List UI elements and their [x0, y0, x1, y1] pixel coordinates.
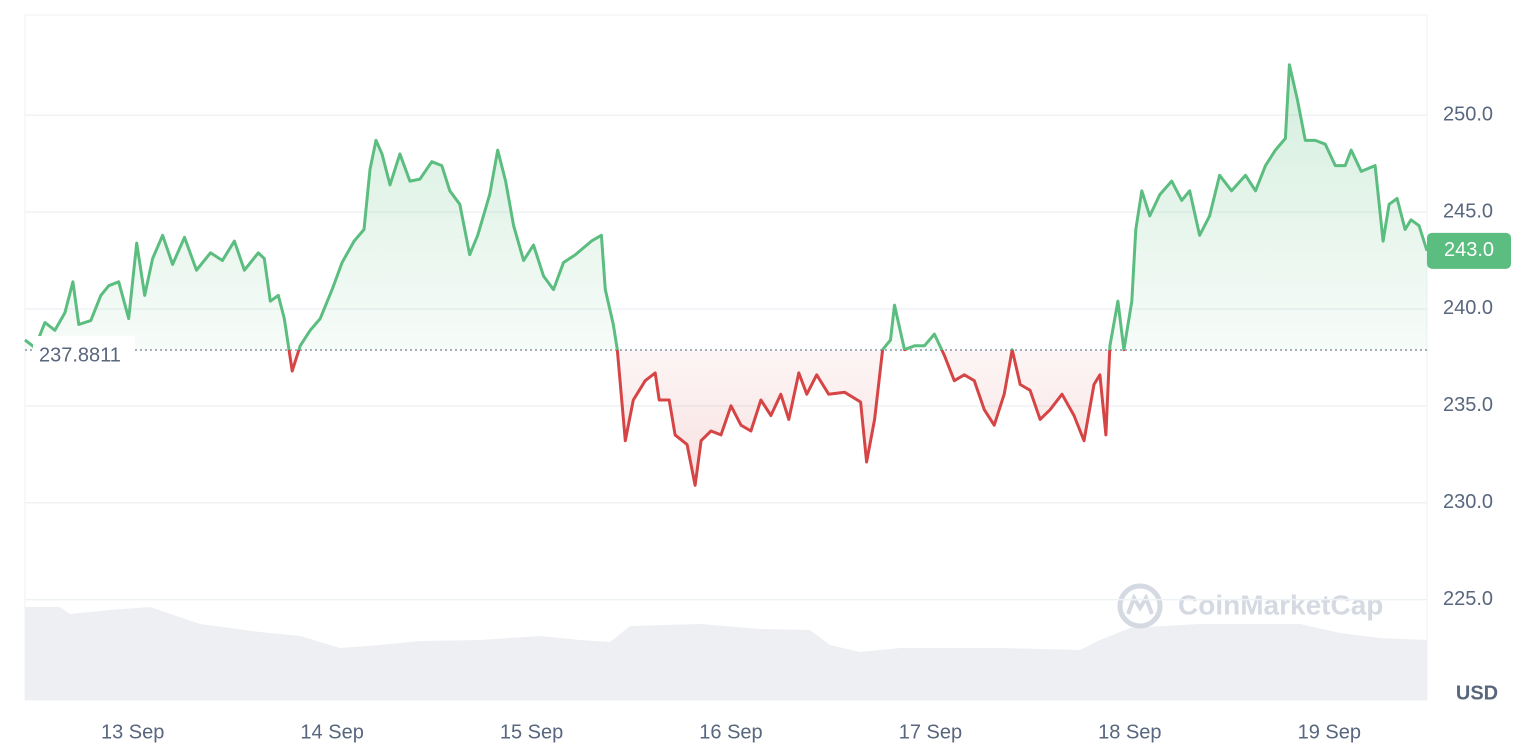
price-line	[24, 63, 1429, 487]
baseline-label-bg	[33, 336, 135, 365]
baseline-label: 237.8811	[39, 344, 121, 366]
x-tick-label: 13 Sep	[101, 721, 164, 743]
watermark: CoinMarketCap	[1178, 589, 1383, 620]
x-tick-label: 16 Sep	[699, 721, 762, 743]
x-tick-label: 18 Sep	[1098, 721, 1161, 743]
y-tick-label: 250.0	[1443, 103, 1493, 125]
x-tick-label: 15 Sep	[500, 721, 563, 743]
y-tick-label: 225.0	[1443, 588, 1493, 610]
price-area	[25, 64, 1427, 486]
x-tick-label: 19 Sep	[1298, 721, 1361, 743]
y-tick-label: 235.0	[1443, 394, 1493, 416]
x-tick-label: 17 Sep	[899, 721, 962, 743]
y-tick-label: 245.0	[1443, 200, 1493, 222]
current-price-label: 243.0	[1444, 239, 1494, 261]
x-tick-label: 14 Sep	[300, 721, 363, 743]
y-tick-label: 240.0	[1443, 297, 1493, 319]
watermark-logo	[1117, 583, 1163, 629]
y-tick-label: 230.0	[1443, 491, 1493, 513]
volume-area	[25, 607, 1427, 700]
currency-label: USD	[1456, 682, 1498, 704]
current-price-box	[1427, 232, 1511, 269]
